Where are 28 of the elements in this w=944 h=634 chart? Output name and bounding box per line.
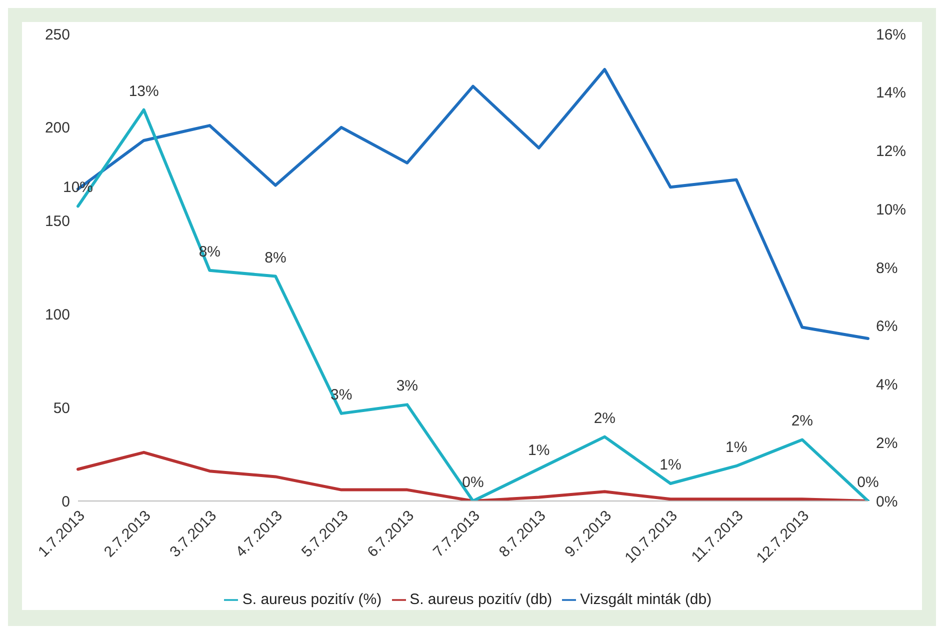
y-tick-label: 150 bbox=[44, 213, 70, 230]
data-label: 3% bbox=[396, 378, 418, 395]
data-label: 0% bbox=[857, 474, 879, 491]
y2-tick-label: 12% bbox=[876, 143, 906, 160]
data-label: 0% bbox=[462, 474, 484, 491]
data-label: 8% bbox=[264, 249, 286, 266]
y2-tick-label: 16% bbox=[876, 26, 906, 44]
data-label: 2% bbox=[594, 410, 616, 427]
data-label: 13% bbox=[128, 82, 159, 100]
data-label: 1% bbox=[660, 456, 682, 474]
legend-label: Vizsgált minták (db) bbox=[580, 591, 712, 608]
y2-tick-label: 0% bbox=[876, 493, 898, 510]
legend-label: S. aureus pozitív (db) bbox=[410, 591, 552, 608]
data-label: 1% bbox=[725, 438, 748, 456]
data-label: 1% bbox=[528, 442, 550, 459]
y-tick-label: 50 bbox=[53, 400, 70, 417]
data-label: 2% bbox=[791, 412, 814, 430]
y2-tick-label: 14% bbox=[876, 84, 906, 102]
y2-tick-label: 8% bbox=[876, 260, 898, 277]
y2-tick-label: 4% bbox=[876, 376, 898, 394]
y2-tick-label: 2% bbox=[876, 434, 898, 452]
y-tick-label: 100 bbox=[44, 306, 70, 324]
y-tick-label: 250 bbox=[44, 26, 70, 44]
y-tick-label: 200 bbox=[44, 120, 70, 137]
y2-tick-label: 6% bbox=[876, 318, 898, 336]
legend-label: S. aureus pozitív (%) bbox=[242, 591, 382, 608]
y-tick-label: 0 bbox=[62, 493, 70, 510]
y2-tick-label: 10% bbox=[876, 201, 906, 218]
